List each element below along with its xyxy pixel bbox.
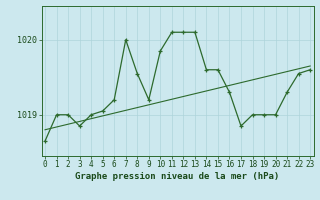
X-axis label: Graphe pression niveau de la mer (hPa): Graphe pression niveau de la mer (hPa) <box>76 172 280 181</box>
